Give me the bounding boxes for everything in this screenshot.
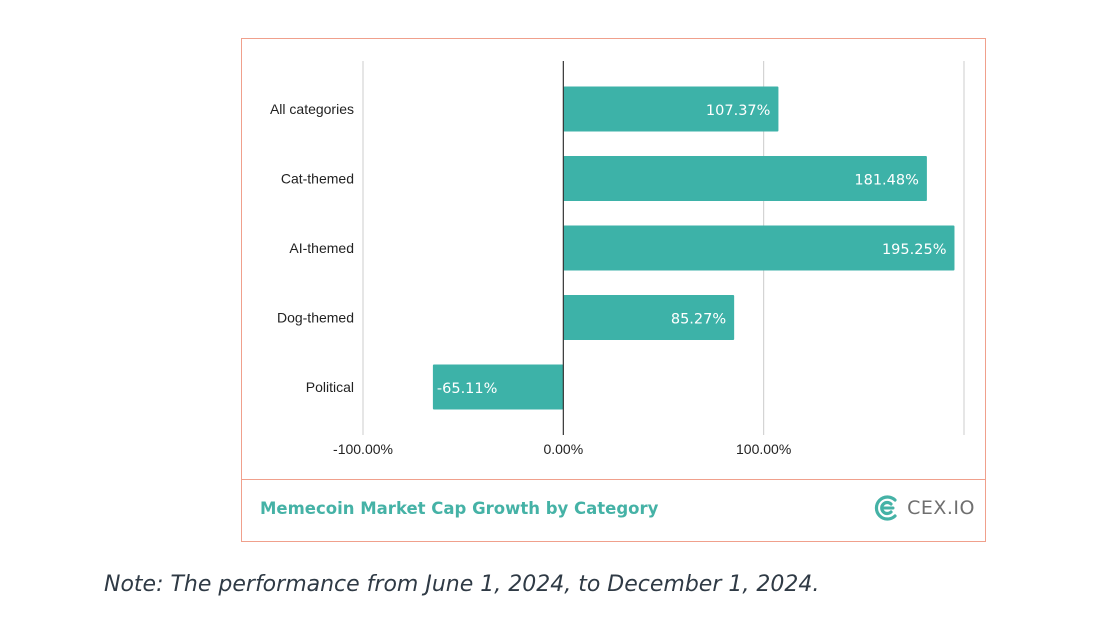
category-label: AI-themed [289, 240, 354, 256]
cex-logo-icon [875, 495, 897, 521]
data-label: -65.11% [437, 381, 498, 397]
category-label: Dog-themed [277, 310, 354, 326]
data-label: 85.27% [671, 312, 726, 328]
chart-title: Memecoin Market Cap Growth by Category [260, 499, 659, 518]
data-label: 107.37% [706, 103, 771, 119]
bar [432, 364, 564, 410]
category-label: Cat-themed [281, 171, 354, 187]
brand-name: CEX.IO [907, 497, 975, 519]
bar [563, 295, 735, 340]
bar-chart: All categories 107.37% Cat-themed 181.48% AI… [270, 61, 965, 457]
bar [563, 225, 955, 271]
x-tick-label: 100.00% [736, 441, 791, 457]
data-label: 181.48% [854, 173, 919, 189]
x-tick-label: 0.00% [543, 441, 583, 457]
chart-card: All categories 107.37% Cat-themed 181.48% AI… [241, 38, 986, 542]
brand-logo: CEX.IO [871, 493, 975, 523]
bar [563, 156, 927, 201]
footnote: Note: The performance from June 1, 2024,… [104, 572, 820, 597]
category-label: Political [306, 379, 354, 395]
bar [563, 86, 779, 132]
data-label: 195.25% [882, 242, 947, 258]
category-label: All categories [270, 101, 354, 117]
card-divider [242, 479, 985, 480]
x-tick-label: -100.00% [333, 441, 393, 457]
